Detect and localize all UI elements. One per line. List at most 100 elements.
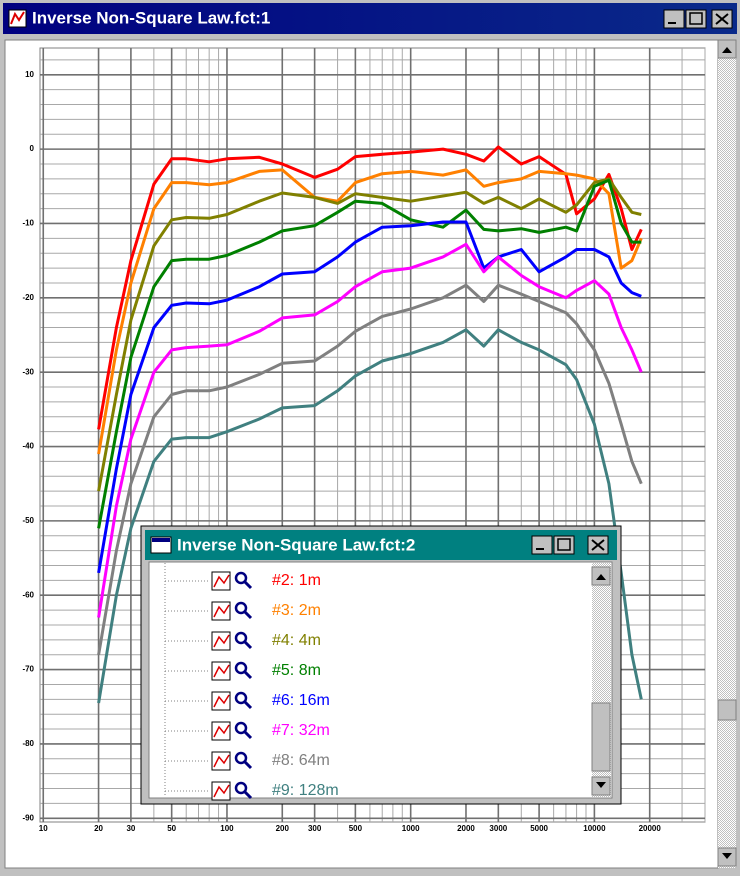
x-tick-label: 30 (126, 824, 135, 833)
y-tick-label: -80 (22, 739, 34, 748)
icon (557, 538, 571, 551)
icon (213, 754, 230, 768)
zoom-icon (234, 691, 248, 705)
zoom-icon (234, 631, 248, 645)
icon (243, 610, 253, 620)
y-tick-label: -90 (22, 813, 34, 822)
curve-icon (211, 781, 231, 801)
curve-icon (211, 751, 231, 771)
series-line (97, 178, 642, 529)
icon (596, 574, 606, 580)
x-tick-label: 10000 (583, 824, 606, 833)
legend-label: #3: 2m (272, 602, 321, 619)
x-tick-label: 20000 (639, 824, 662, 833)
window-buttons[interactable] (663, 9, 733, 29)
icon (243, 730, 253, 740)
curve-icon (211, 721, 231, 741)
minimize-button[interactable] (531, 535, 553, 555)
curve-icon (211, 601, 231, 621)
y-tick-label: -70 (22, 665, 34, 674)
icon (591, 539, 605, 551)
legend-label: #4: 4m (272, 632, 321, 649)
legend-item-icons (211, 601, 253, 621)
icon (213, 604, 230, 618)
app-icon (8, 9, 27, 28)
y-tick-label: -20 (22, 293, 34, 302)
icon (152, 538, 170, 542)
y-tick-label: -60 (22, 590, 34, 599)
x-tick-label: 5000 (530, 824, 548, 833)
series-line (97, 328, 643, 704)
zoom-icon (234, 661, 248, 675)
legend-item-icons (211, 721, 253, 741)
icon (715, 13, 729, 25)
icon (213, 664, 230, 678)
curve-icon (211, 631, 231, 651)
icon (213, 694, 230, 708)
y-tick-label: -50 (22, 516, 34, 525)
series-line (97, 177, 642, 492)
icon (722, 47, 732, 53)
x-tick-label: 100 (220, 824, 234, 833)
icon (243, 580, 253, 590)
icon (213, 784, 230, 798)
x-tick-label: 3000 (489, 824, 507, 833)
x-tick-label: 300 (308, 824, 322, 833)
legend-label: #5: 8m (272, 662, 321, 679)
legend-item-icons (211, 571, 253, 591)
vertical-scrollbar[interactable] (717, 39, 737, 868)
x-tick-label: 500 (349, 824, 363, 833)
x-tick-label: 20 (94, 824, 103, 833)
series-line (97, 168, 643, 455)
legend-item-icons (211, 661, 253, 681)
x-tick-label: 10 (39, 824, 48, 833)
legend-item-icons (211, 751, 253, 771)
y-tick-label: 0 (30, 144, 35, 153)
icon (213, 634, 230, 648)
legend-label: #6: 16m (272, 692, 330, 709)
series-line (97, 283, 643, 655)
legend-item-icons (211, 781, 253, 801)
y-tick-label: 10 (25, 70, 34, 79)
x-tick-label: 1000 (402, 824, 420, 833)
legend-window-title: Inverse Non-Square Law.fct:2 (177, 535, 415, 554)
icon (243, 670, 253, 680)
icon (243, 760, 253, 770)
legend-label: #8: 64m (272, 752, 330, 769)
y-tick-label: -10 (22, 219, 34, 228)
scroll-thumb[interactable] (717, 699, 737, 721)
icon (596, 782, 606, 788)
icon (243, 790, 253, 800)
legend-item-icons (211, 691, 253, 711)
series-line (97, 242, 643, 618)
legend-label: #2: 1m (272, 572, 321, 589)
scroll-thumb[interactable] (591, 702, 611, 772)
x-tick-label: 200 (276, 824, 290, 833)
legend-item-icons (211, 631, 253, 651)
icon (213, 574, 230, 588)
scroll-track[interactable] (718, 40, 736, 868)
legend-label: #9: 128m (272, 782, 339, 799)
minimize-button[interactable] (663, 9, 685, 29)
zoom-icon (234, 781, 248, 795)
series-line (97, 220, 642, 574)
title-bar (3, 3, 737, 34)
x-tick-label: 2000 (457, 824, 475, 833)
zoom-icon (234, 751, 248, 765)
window-title: Inverse Non-Square Law.fct:1 (32, 8, 270, 27)
icon (689, 12, 703, 25)
y-tick-label: -30 (22, 367, 34, 376)
zoom-icon (234, 601, 248, 615)
icon (722, 853, 732, 859)
zoom-icon (234, 721, 248, 735)
icon (243, 700, 253, 710)
curve-icon (211, 691, 231, 711)
y-tick-label: -40 (22, 442, 34, 451)
icon (213, 724, 230, 738)
x-tick-label: 50 (167, 824, 176, 833)
legend-window: Inverse Non-Square Law.fct:2 #2: 1m #3: 2… (140, 525, 622, 805)
icon (243, 640, 253, 650)
curve-icon (211, 571, 231, 591)
zoom-icon (234, 571, 248, 585)
